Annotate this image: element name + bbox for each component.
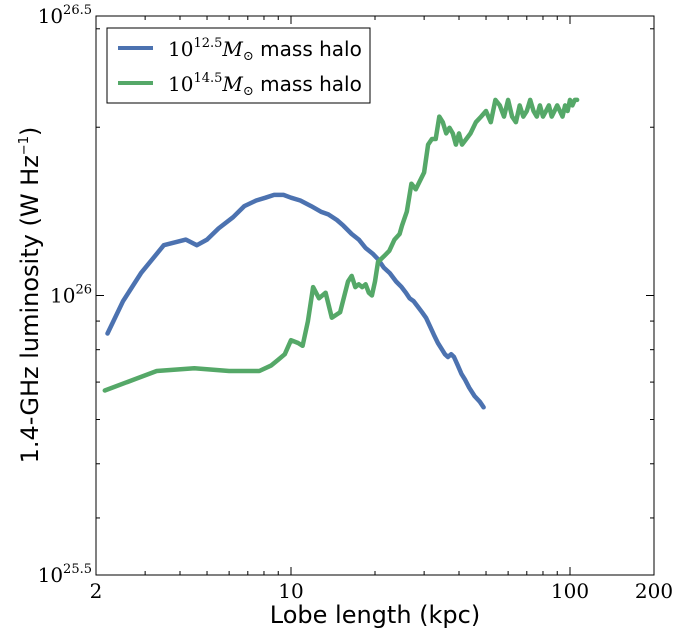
y-axis-title-main: 1.4-GHz luminosity (W Hz (16, 155, 44, 463)
legend-label-0: 1012.5M⊙ mass halo (168, 36, 362, 64)
legend-label-1: 1014.5M⊙ mass halo (168, 71, 362, 99)
legend: 1012.5M⊙ mass halo 1014.5M⊙ mass halo (106, 27, 371, 104)
x-tick-label-2: 100 (551, 579, 589, 603)
y-axis-title-close: ) (16, 127, 44, 136)
legend-box (106, 27, 371, 104)
y-tick-label-2: 1026.5 (38, 3, 92, 28)
series-layer (102, 97, 580, 410)
ticks-layer (95, 16, 655, 575)
x-axis-title: Lobe length (kpc) (270, 601, 480, 629)
x-tick-label-0: 2 (90, 579, 103, 603)
tick-labels-layer: 2 10 100 200 1025.5 1026 1026.5 (38, 3, 674, 603)
x-tick-label-3: 200 (635, 579, 673, 603)
y-axis-title-sup: −1 (17, 136, 32, 155)
series-line-1 (102, 97, 580, 393)
y-tick-label-0: 1025.5 (38, 562, 92, 587)
y-axis-title: 1.4-GHz luminosity (W Hz−1) (16, 127, 44, 464)
y-tick-label-1: 1026 (50, 283, 92, 308)
x-tick-label-1: 10 (278, 579, 303, 603)
